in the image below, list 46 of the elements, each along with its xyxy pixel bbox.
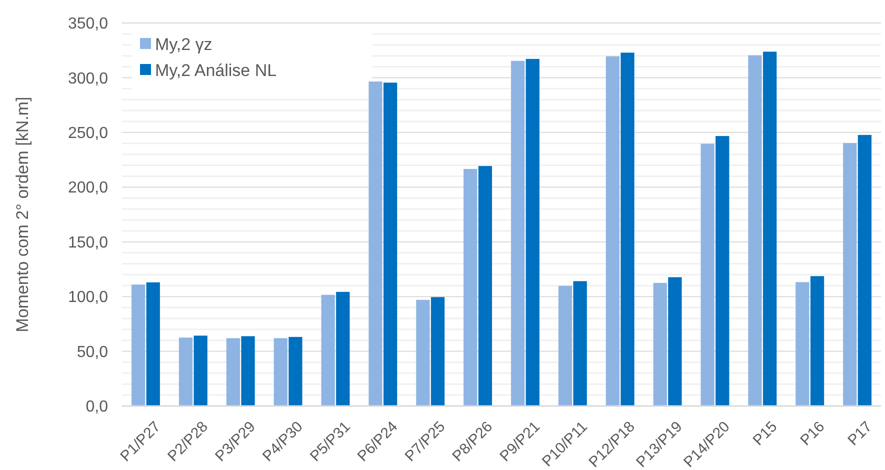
- bar: [843, 143, 857, 406]
- bar: [384, 82, 398, 406]
- bar: [558, 286, 572, 406]
- bar: [668, 277, 682, 406]
- bar: [763, 52, 777, 406]
- bar: [573, 281, 587, 406]
- bar: [526, 58, 540, 406]
- x-tick-label: P16: [797, 418, 828, 450]
- y-tick-label: 50,0: [76, 344, 108, 361]
- bar: [810, 276, 824, 406]
- y-axis-title: Momento com 2° ordem [kN.m]: [13, 96, 32, 332]
- bar: [606, 56, 620, 406]
- bar: [700, 144, 714, 406]
- bar: [478, 166, 492, 406]
- bar: [748, 55, 762, 406]
- bar: [131, 284, 146, 406]
- y-tick-label: 350,0: [68, 16, 108, 33]
- bar: [194, 336, 208, 406]
- bar: [274, 338, 288, 406]
- y-tick-label: 300,0: [68, 70, 108, 88]
- bar: [336, 292, 350, 406]
- bar: [416, 300, 430, 406]
- x-tick-label: P17: [844, 418, 876, 450]
- legend-label: My,2 Análise NL: [155, 61, 277, 80]
- y-tick-label: 250,0: [68, 125, 108, 142]
- bar: [146, 282, 160, 406]
- bar: [178, 338, 193, 406]
- bar: [368, 82, 382, 406]
- bar: [716, 136, 730, 406]
- bar: [226, 338, 240, 406]
- y-tick-label: 150,0: [68, 234, 108, 252]
- bar: [653, 282, 667, 406]
- bar: [858, 134, 872, 406]
- bar: [321, 294, 335, 406]
- bar: [464, 168, 478, 406]
- y-tick-label: 0,0: [86, 398, 108, 416]
- legend-label: My,2 γz: [155, 35, 212, 54]
- x-tick-label: P15: [750, 418, 781, 450]
- bar: [510, 60, 525, 406]
- bar: [288, 336, 302, 406]
- bar: [430, 297, 445, 406]
- y-tick-label: 100,0: [68, 289, 108, 306]
- bar: [796, 282, 810, 406]
- bar: [620, 52, 634, 406]
- bar: [241, 336, 255, 406]
- y-tick-label: 200,0: [68, 180, 108, 197]
